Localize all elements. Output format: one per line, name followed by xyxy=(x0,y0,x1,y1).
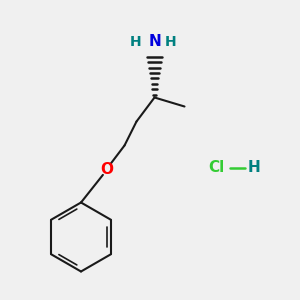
Text: H: H xyxy=(248,160,261,175)
Text: H: H xyxy=(130,35,142,49)
Text: N: N xyxy=(148,34,161,50)
Text: H: H xyxy=(164,35,176,49)
Text: O: O xyxy=(100,162,113,177)
Text: Cl: Cl xyxy=(208,160,224,175)
